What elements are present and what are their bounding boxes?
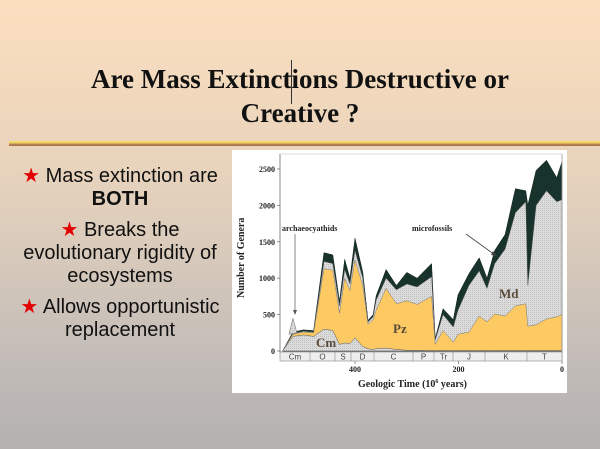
star-icon: ★ [60,219,79,241]
text-cursor [291,60,292,104]
period-label: S [340,353,345,362]
y-tick-label: 500 [263,311,275,320]
period-label: Cm [289,353,302,362]
period-label: J [467,353,471,362]
y-tick-label: 1000 [259,274,275,283]
y-tick-label: 2500 [259,165,275,174]
slide-title: Are Mass Extinctions Destructive or Crea… [20,62,580,130]
microfossils-arrow [465,233,496,256]
bullet-text: Allows opportunistic replacement [42,296,220,341]
y-axis-title: Number of Genera [236,218,247,298]
y-axis-ticks: 0 500 1000 1500 2000 2500 [259,165,280,356]
region-label-pz: Pz [393,321,407,336]
y-tick-label: 1500 [259,238,275,247]
arrow-head-icon [491,251,497,256]
bullet-item: ★ Mass extinction are BOTH [10,165,230,211]
arrow-head-icon [293,310,297,315]
star-icon: ★ [22,165,41,187]
period-label: O [319,353,325,362]
x-axis-title: Geologic Time (106 years) [358,379,467,390]
region-label-cm: Cm [316,335,336,350]
archaeocyathids-spike [288,317,298,335]
period-label: P [421,353,426,362]
star-icon: ★ [20,296,39,318]
cm-area [282,328,563,352]
x-tick-label: 0 [560,365,564,374]
x-tick-label: 200 [453,365,465,374]
period-label: T [542,353,547,362]
period-label: D [360,353,366,362]
title-divider [9,141,600,146]
x-tick-label: 400 [349,365,361,374]
period-label: K [503,353,509,362]
bullet-item: ★ Allows opportunistic replacement [10,296,230,342]
x-axis-ticks: 400 200 0 [349,361,564,374]
annotation-microfossils: microfossils [412,224,452,233]
bullet-item: ★ Breaks the evolutionary rigidity of ec… [10,219,230,288]
y-tick-label: 0 [271,347,275,356]
period-bar: Cm O S D C P Tr J K T [279,351,563,362]
pz-area [282,259,563,352]
title-line-2: Creative ? [240,98,360,128]
y-tick-label: 2000 [259,201,275,210]
annotation-archaeocyathids: archaeocyathids [282,224,337,233]
chart-panel: 0 500 1000 1500 2000 2500 Cm O S D C P Tr J K T 400 200… [232,150,567,393]
bullet-list: ★ Mass extinction are BOTH ★ Breaks the … [10,165,230,350]
period-label: C [391,353,397,362]
bullet-text: Mass extinction are [45,165,218,187]
bullet-bold-text: BOTH [91,188,149,210]
period-label: Tr [440,353,448,362]
title-line-1: Are Mass Extinctions Destructive or [91,64,509,94]
chart-areas [282,159,563,352]
region-label-md: Md [499,286,519,301]
bullet-text: Breaks the evolutionary rigidity of ecos… [23,219,217,287]
